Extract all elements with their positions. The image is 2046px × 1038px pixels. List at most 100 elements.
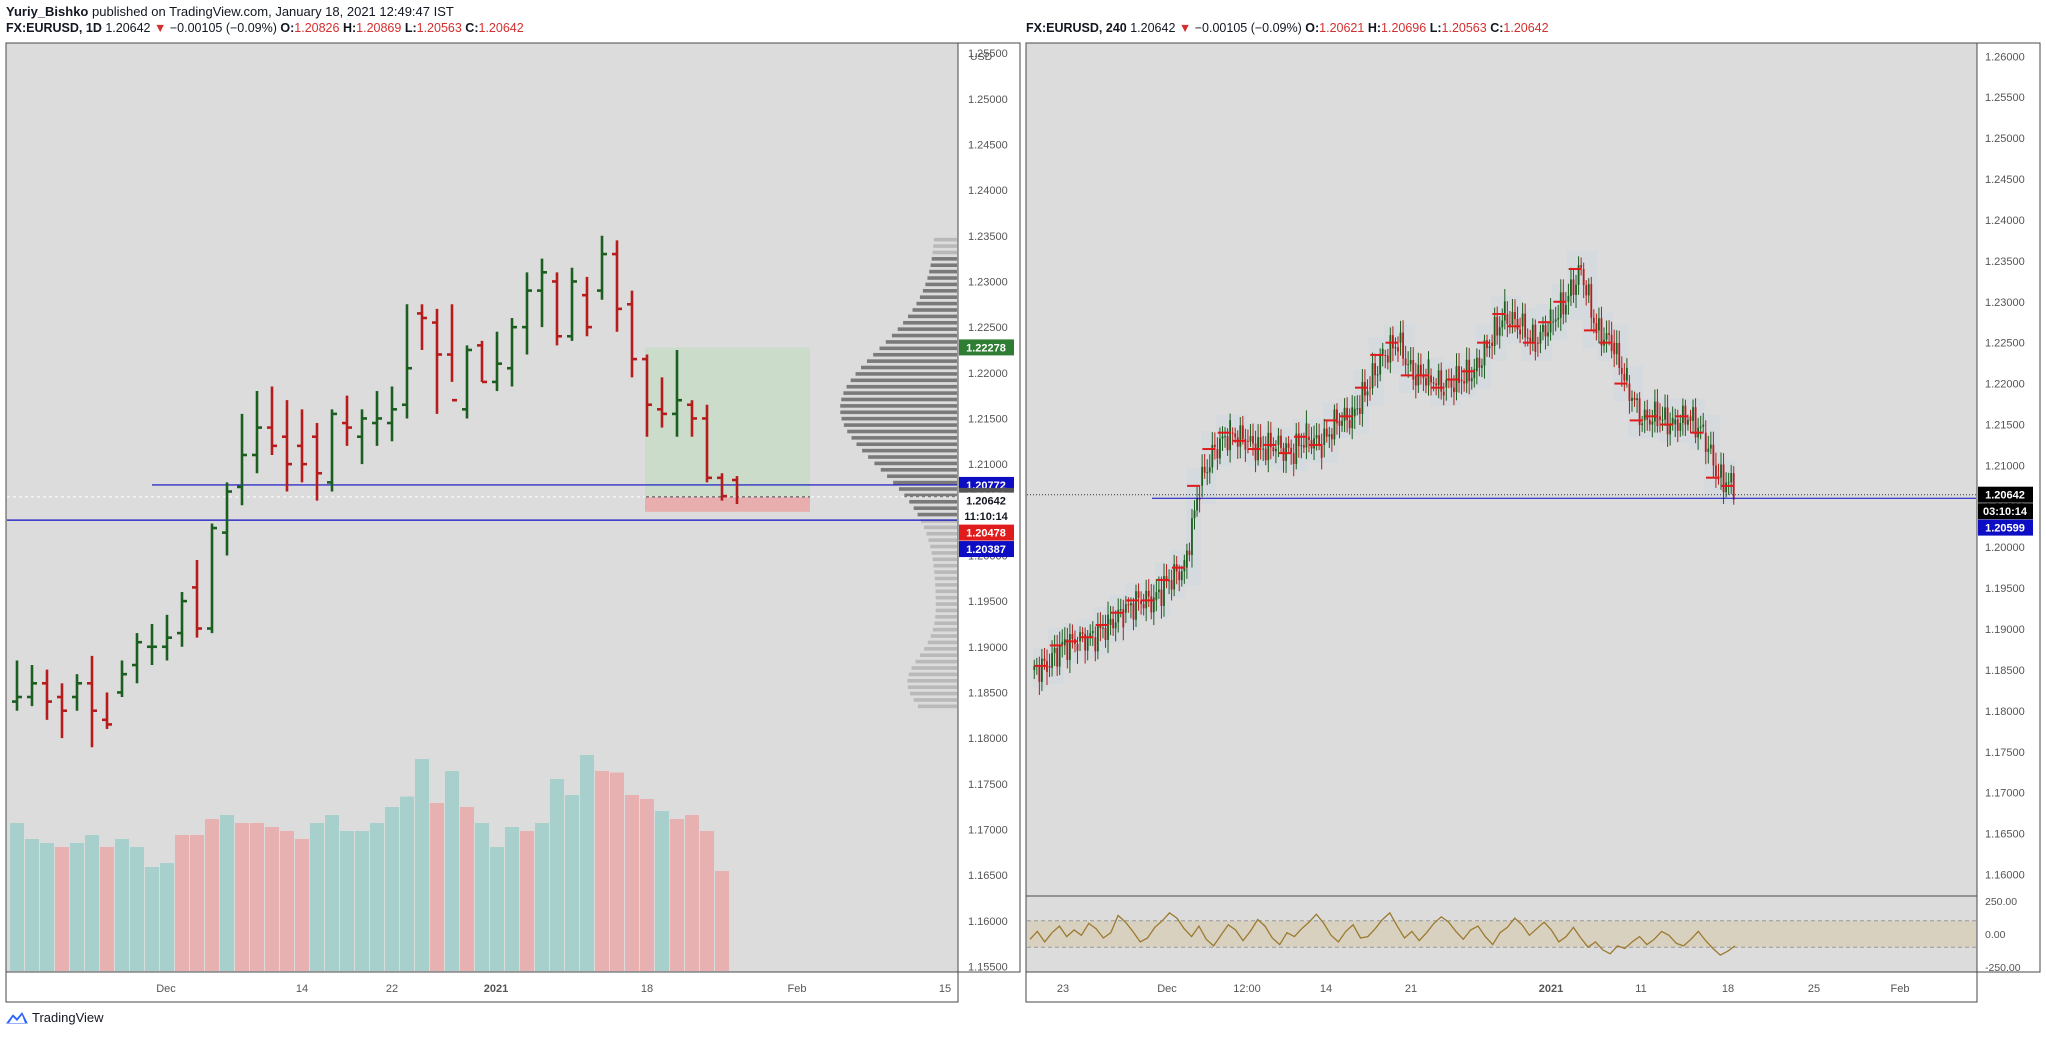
- candle: [1516, 306, 1519, 339]
- candle-body: [1343, 407, 1346, 421]
- candle-body: [1163, 576, 1165, 606]
- candle-body: [1053, 648, 1056, 653]
- candle-body: [1158, 589, 1160, 593]
- candle-body: [1102, 627, 1104, 629]
- candle-body: [1216, 449, 1219, 459]
- candle: [1099, 612, 1102, 642]
- candle-body: [1178, 571, 1181, 581]
- volume-bar: [25, 839, 39, 971]
- candle: [1575, 274, 1577, 308]
- candle-body: [1458, 366, 1460, 384]
- right-open-label: O:: [1305, 21, 1320, 35]
- candle-body: [1068, 634, 1071, 660]
- left-time-scale[interactable]: [5, 971, 959, 1003]
- right-price-tick: 1.23500: [1985, 256, 2025, 268]
- left-time-tick: 2021: [484, 983, 508, 995]
- candle-body: [1295, 433, 1298, 464]
- author-name[interactable]: Yuriy_Bishko: [6, 4, 89, 19]
- volume-profile-bar: [932, 557, 957, 562]
- candle-body: [1305, 423, 1308, 448]
- volume-profile-bar: [851, 436, 957, 440]
- right-time-scale[interactable]: [1025, 971, 1978, 1003]
- candle: [1244, 428, 1247, 462]
- daily-range-shade: [1429, 357, 1446, 406]
- volume-profile-bar: [934, 576, 957, 581]
- tradingview-brand[interactable]: TradingView: [6, 1010, 104, 1025]
- right-symbol[interactable]: FX:EURUSD, 240: [1026, 21, 1127, 35]
- candle-body: [1631, 397, 1633, 401]
- candle: [1275, 440, 1277, 464]
- candle-body: [1488, 346, 1491, 349]
- down-arrow-icon: ▼: [154, 21, 167, 35]
- candle-body: [1147, 590, 1150, 597]
- price-label: 1.20642: [1985, 490, 2025, 502]
- right-open: 1.20621: [1319, 21, 1365, 35]
- candle-body: [1557, 317, 1560, 320]
- candle-body: [1570, 279, 1572, 297]
- tradingview-logo-icon: [6, 1011, 28, 1023]
- candle-body: [1259, 437, 1262, 448]
- candle: [1330, 428, 1333, 452]
- right-chart-plot-area[interactable]: [1025, 42, 1978, 897]
- publish-info: published on TradingView.com, January 18…: [92, 4, 454, 19]
- candle-body: [1084, 633, 1087, 651]
- left-symbol[interactable]: FX:EURUSD, 1D: [6, 21, 102, 35]
- volume-profile-bar: [917, 512, 957, 517]
- candle: [1386, 348, 1389, 370]
- candle-body: [1381, 348, 1384, 356]
- daily-range-shade: [1582, 251, 1598, 349]
- candle: [1702, 412, 1705, 433]
- left-chart-legend: FX:EURUSD, 1D 1.20642 ▼ −0.00105 (−0.09%…: [6, 21, 524, 35]
- price-label: 1.20478: [966, 528, 1006, 540]
- volume-bar: [595, 771, 609, 971]
- candle-body: [1653, 401, 1656, 422]
- daily-range-shade: [1353, 369, 1369, 435]
- volume-bar: [205, 819, 219, 971]
- candle-body: [1689, 416, 1692, 421]
- left-price-tick: 1.23500: [968, 231, 1008, 243]
- candle: [1183, 554, 1186, 584]
- candle: [1659, 403, 1661, 433]
- volume-profile-bar: [924, 647, 957, 651]
- candle: [1196, 486, 1198, 517]
- candle-body: [1725, 482, 1727, 493]
- candle: [1247, 429, 1249, 454]
- candle-body: [1623, 373, 1626, 381]
- candle: [1188, 542, 1191, 562]
- candle-body: [1638, 398, 1641, 426]
- volume-bar: [145, 867, 159, 971]
- candle-body: [1114, 622, 1117, 629]
- candle-body: [1379, 355, 1382, 375]
- ohlc-bar: [372, 391, 382, 446]
- candle-body: [1498, 327, 1501, 336]
- candle-body: [1165, 576, 1168, 582]
- volume-profile-bar: [915, 659, 957, 664]
- candle-body: [1112, 618, 1115, 629]
- daily-range-shade: [1200, 431, 1217, 504]
- candle: [1582, 262, 1585, 299]
- candle: [1124, 595, 1127, 624]
- candle-body: [1544, 324, 1547, 337]
- candle-body: [1318, 435, 1321, 445]
- candle-body: [1170, 579, 1173, 590]
- candle: [1595, 313, 1598, 341]
- candle: [1361, 369, 1364, 427]
- candle: [1730, 464, 1733, 495]
- candle: [1155, 579, 1158, 612]
- candle-body: [1483, 340, 1486, 366]
- candle: [1419, 353, 1422, 385]
- ohlc-bar: [282, 400, 292, 492]
- left-price-tick: 1.18500: [968, 687, 1008, 699]
- volume-profile-bar: [911, 666, 957, 670]
- candle-body: [1241, 425, 1244, 440]
- candle-body: [1201, 466, 1204, 486]
- candle-body: [1709, 444, 1712, 449]
- candle: [1425, 368, 1427, 394]
- candle-body: [1542, 324, 1544, 332]
- volume-profile-bar: [913, 698, 957, 702]
- daily-range-shade: [1277, 426, 1293, 472]
- candle: [1402, 320, 1404, 366]
- candle-body: [1643, 409, 1646, 421]
- left-price-tick: 1.18000: [968, 733, 1008, 745]
